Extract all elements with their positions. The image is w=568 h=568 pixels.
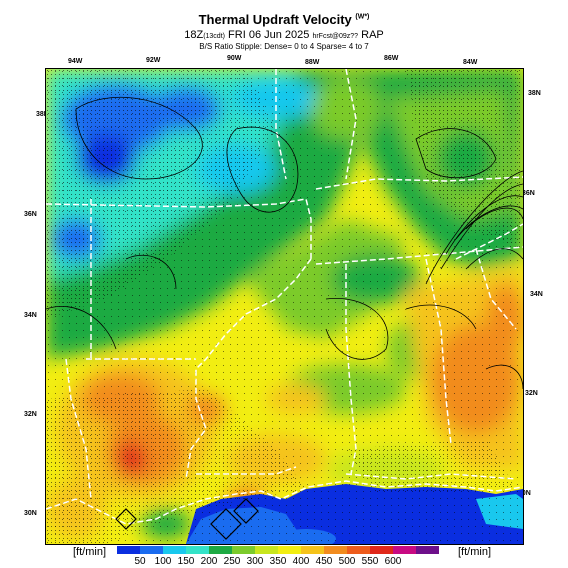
lon-label-90w: 90W [227, 55, 242, 62]
lon-label-84w: 84W [463, 59, 478, 66]
colorbar-tick-label: 150 [177, 556, 195, 567]
stipple-legend-text: B/S Ratio Stipple: Dense= 0 to 4 Sparse=… [199, 42, 369, 51]
lat-label-left-34n: 34N [24, 312, 37, 319]
page-title: Thermal Updraft Velocity (W*) [0, 12, 568, 27]
colorbar [117, 546, 439, 554]
coastline [46, 480, 523, 525]
colorbar-tick-label: 350 [269, 556, 287, 567]
colorbar-segment [232, 546, 255, 554]
colorbar-segment [209, 546, 232, 554]
colorbar-unit-right: [ft/min] [458, 546, 492, 558]
colorbar-segment [370, 546, 393, 554]
colorbar-segment [255, 546, 278, 554]
colorbar-tick-label: 500 [338, 556, 356, 567]
colorbar-segment [324, 546, 347, 554]
gulf-polygons [115, 498, 259, 540]
colorbar-tick-label: 250 [223, 556, 241, 567]
colorbar-unit-left: [ft/min] [73, 546, 107, 558]
title-text: Thermal Updraft Velocity [198, 12, 352, 27]
lat-label-left-36n: 36N [24, 211, 37, 218]
lat-label-right-36n: 36N [522, 190, 535, 197]
velocity-field [46, 69, 523, 544]
lat-label-left-32n: 32N [24, 411, 37, 418]
model-name: RAP [361, 29, 384, 41]
colorbar-segment [278, 546, 301, 554]
colorbar-segment [186, 546, 209, 554]
colorbar-tick-label: 400 [292, 556, 310, 567]
lat-label-right-38n: 38N [528, 90, 541, 97]
colorbar-segment [301, 546, 324, 554]
lon-label-88w: 88W [305, 59, 320, 66]
lat-label-right-30n: 30N [518, 490, 531, 497]
lon-label-92w: 92W [146, 57, 161, 64]
forecast-hour: hrFcst@09z?? [312, 33, 359, 40]
colorbar-tick-label: 600 [384, 556, 402, 567]
valid-date: FRI 06 Jun 2025 [228, 29, 310, 41]
colorbar-segment [347, 546, 370, 554]
contour-lines [46, 96, 523, 390]
title-unit: (W*) [355, 13, 370, 21]
colorbar-segment [117, 546, 140, 554]
colorbar-tick-label: 50 [134, 556, 146, 567]
lon-label-86w: 86W [384, 55, 399, 62]
valid-time: 18Z [184, 29, 204, 41]
colorbar-segment [163, 546, 186, 554]
lon-label-94w: 94W [68, 58, 83, 65]
colorbar-segment [140, 546, 163, 554]
lat-label-right-34n: 34N [530, 291, 543, 298]
colorbar-segment [393, 546, 416, 554]
map-canvas [46, 69, 523, 544]
lat-label-left-30n: 30N [24, 510, 37, 517]
map-panel[interactable] [45, 68, 524, 545]
local-time: (13cdt) [203, 33, 225, 40]
colorbar-tick-label: 100 [154, 556, 172, 567]
lat-label-left-38n: 38N [36, 111, 49, 118]
lat-label-right-32n: 32N [525, 390, 538, 397]
colorbar-tick-label: 450 [315, 556, 333, 567]
colorbar-tick-label: 200 [200, 556, 218, 567]
state-boundaries [46, 69, 523, 500]
colorbar-tick-label: 300 [246, 556, 264, 567]
colorbar-tick-label: 550 [361, 556, 379, 567]
forecast-subtitle: 18Z(13cdt) FRI 06 Jun 2025 hrFcst@09z?? … [0, 29, 568, 41]
colorbar-segment [416, 546, 439, 554]
